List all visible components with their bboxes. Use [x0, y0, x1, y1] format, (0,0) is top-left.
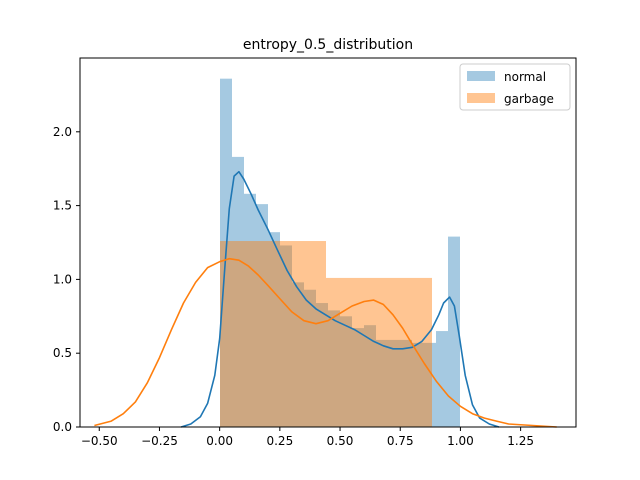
- hist-bar-normal-3: [256, 204, 268, 427]
- y-tick-label: 2.0: [53, 125, 72, 139]
- axes-frame: [79, 57, 577, 428]
- y-tick-label: 0.0: [53, 420, 72, 434]
- hist-bar-normal-14: [388, 339, 400, 427]
- hist-bar-normal-5: [280, 245, 292, 427]
- kde-line-garbage: [94, 257, 557, 428]
- hist-bar-garbage-1: [326, 277, 432, 427]
- x-tick-label: 0.50: [327, 434, 354, 448]
- legend: normal garbage: [459, 63, 571, 111]
- hist-bar-normal-8: [316, 303, 328, 427]
- x-tick-label: −0.50: [81, 434, 118, 448]
- x-tick-label: −0.25: [141, 434, 178, 448]
- kde-line-normal: [180, 170, 500, 428]
- legend-swatch-garbage: [467, 93, 495, 103]
- y-tick-label: 1.5: [53, 199, 72, 213]
- y-tick-label: 1.0: [53, 272, 72, 286]
- x-tick-label: 0.75: [387, 434, 414, 448]
- hist-bar-normal-13: [376, 339, 388, 427]
- hist-bar-normal-4: [268, 232, 280, 427]
- legend-swatch-normal: [467, 71, 495, 81]
- hist-bar-normal-11: [352, 328, 364, 427]
- legend-label-normal: normal: [504, 70, 546, 84]
- hist-bar-normal-2: [244, 193, 256, 427]
- x-tick-label: 0.25: [266, 434, 293, 448]
- hist-bar-normal-12: [364, 325, 376, 427]
- hist-bar-normal-7: [304, 289, 316, 427]
- hist-bar-normal-17: [424, 342, 436, 427]
- plot-area: [94, 78, 557, 428]
- hist-bar-normal-15: [400, 339, 412, 427]
- hist-bar-normal-9: [328, 310, 340, 427]
- x-tick-label: 1.25: [507, 434, 534, 448]
- axes: −0.50 −0.25 0.00 0.25 0.50 0.75 1.00 1.25 0.0 0.5…: [53, 57, 577, 448]
- hist-bar-garbage-0: [220, 241, 326, 427]
- hist-bar-normal-19: [448, 236, 460, 427]
- hist-bar-normal-10: [340, 316, 352, 427]
- x-tick-label: 1.00: [447, 434, 474, 448]
- hist-bar-normal-18: [436, 331, 448, 427]
- histogram-garbage: [220, 241, 432, 427]
- x-tick-label: 0.00: [206, 434, 233, 448]
- legend-label-garbage: garbage: [504, 92, 554, 106]
- y-tick-label: 0.5: [53, 346, 72, 360]
- hist-bar-normal-16: [412, 342, 424, 427]
- chart-title: entropy_0.5_distribution: [243, 37, 413, 53]
- legend-box: [459, 63, 571, 111]
- hist-bar-normal-1: [232, 156, 244, 427]
